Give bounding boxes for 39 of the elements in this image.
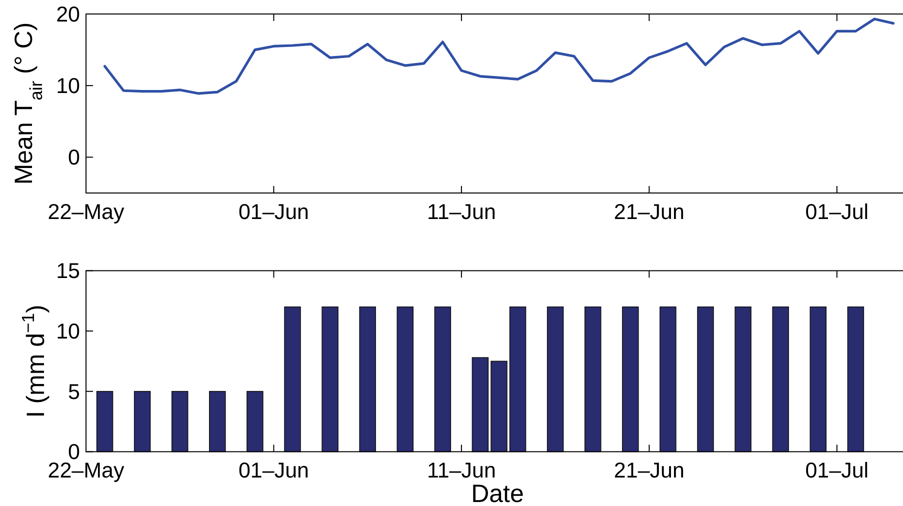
line-series: [103, 18, 895, 95]
bar: [546, 306, 564, 452]
x-tick-label: 22–May: [48, 200, 124, 224]
bar: [396, 306, 414, 452]
x-tick-label: 01–Jul: [805, 200, 869, 224]
bar: [434, 306, 452, 452]
bar: [847, 306, 864, 452]
x-axis-title: Date: [471, 480, 524, 506]
bar: [246, 390, 264, 452]
bar: [209, 390, 226, 452]
y-tick-label: 10: [56, 74, 80, 98]
x-tick-label: 11–Jun: [426, 458, 496, 483]
bar: [134, 390, 151, 452]
bar: [660, 306, 676, 452]
y-tick-label: 15: [56, 259, 80, 284]
x-tick-label: 21–Jun: [614, 200, 684, 224]
y-tick-label: 0: [68, 146, 80, 170]
y-tick-label: 20: [56, 2, 80, 27]
bar: [697, 306, 714, 452]
bar: [509, 306, 526, 452]
x-tick-label: 01–Jun: [238, 200, 309, 224]
bar: [622, 306, 639, 452]
bar: [171, 390, 188, 452]
bar: [472, 357, 489, 452]
bar: [96, 390, 114, 452]
x-tick-label: 01–Jun: [238, 458, 309, 483]
bar: [490, 360, 508, 452]
bar: [734, 306, 752, 452]
bar: [359, 306, 376, 452]
y-tick-label: 5: [68, 380, 80, 404]
x-tick-label: 01–Jul: [805, 458, 869, 483]
bar: [284, 306, 301, 452]
x-tick-label: 21–Jun: [614, 458, 684, 483]
bar: [810, 306, 827, 452]
bar: [584, 306, 602, 452]
bar: [322, 306, 338, 452]
x-tick-label: 11–Jun: [426, 200, 496, 224]
y-tick-label: 10: [56, 320, 80, 344]
bar: [772, 306, 789, 452]
